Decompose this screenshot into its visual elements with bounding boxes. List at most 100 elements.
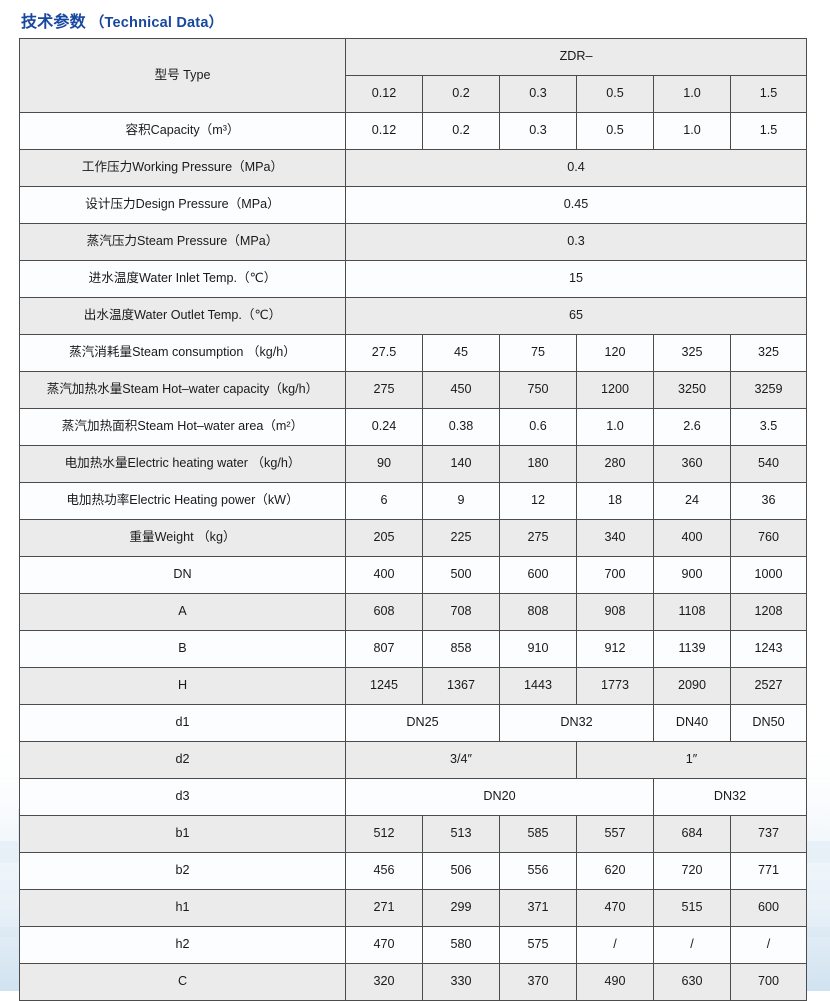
cell-value: 3.5 <box>729 408 808 446</box>
cell-value: 280 <box>576 445 654 483</box>
row-label: d1 <box>19 704 346 742</box>
cell-value: 513 <box>422 815 500 853</box>
table-row: d2 3/4″ 1″ <box>19 741 808 779</box>
cell-value: 807 <box>345 630 423 668</box>
cell-value: 400 <box>345 556 423 594</box>
row-label: 蒸汽加热水量Steam Hot–water capacity（kg/h） <box>19 371 346 409</box>
cell-value: 90 <box>345 445 423 483</box>
page-title: 技术参数 （Technical Data） <box>21 8 223 32</box>
cell-value: 858 <box>422 630 500 668</box>
cell-value: 45 <box>422 334 500 372</box>
cell-value: 2527 <box>729 667 808 705</box>
cell-value-merged: DN32 <box>499 704 654 742</box>
table-row: 蒸汽加热面积Steam Hot–water area（m²） 0.24 0.38 0.… <box>19 408 808 446</box>
cell-value: 910 <box>499 630 577 668</box>
table-header-row-series: 型号 Type ZDR– <box>19 38 808 113</box>
cell-value-merged: DN40 <box>653 704 731 742</box>
cell-value: 180 <box>499 445 577 483</box>
row-label: d2 <box>19 741 346 779</box>
row-label: A <box>19 593 346 631</box>
cell-value: 18 <box>576 482 654 520</box>
cell-value: 470 <box>345 926 423 964</box>
header-model-1: 0.12 <box>345 75 423 113</box>
cell-value-merged: 0.45 <box>344 186 808 224</box>
cell-value: 557 <box>576 815 654 853</box>
cell-value: 330 <box>422 963 500 1001</box>
cell-value-merged: 0.4 <box>344 149 808 187</box>
cell-value: 912 <box>576 630 654 668</box>
table-row: b1 512 513 585 557 684 737 <box>19 815 808 853</box>
cell-value: 340 <box>576 519 654 557</box>
cell-value-merged: DN50 <box>729 704 808 742</box>
table-row: 进水温度Water Inlet Temp.（℃） 15 <box>19 260 808 298</box>
cell-value: / <box>576 926 654 964</box>
table-row: d1 DN25 DN32 DN40 DN50 <box>19 704 808 742</box>
cell-value-merged: 0.3 <box>344 223 808 261</box>
cell-value: 700 <box>576 556 654 594</box>
cell-value: 2090 <box>653 667 731 705</box>
cell-value: 600 <box>729 889 808 927</box>
table-row: C 320 330 370 490 630 700 <box>19 963 808 1001</box>
table-row: 电加热水量Electric heating water （kg/h） 90 140 1… <box>19 445 808 483</box>
cell-value: 470 <box>576 889 654 927</box>
cell-value: 3250 <box>653 371 731 409</box>
cell-value: 0.24 <box>345 408 423 446</box>
cell-value: 512 <box>345 815 423 853</box>
table-row: A 608 708 808 908 1108 1208 <box>19 593 808 631</box>
header-type-cell: 型号 Type <box>19 38 346 113</box>
cell-value: 506 <box>422 852 500 890</box>
row-label: B <box>19 630 346 668</box>
table-row: 出水温度Water Outlet Temp.（℃） 65 <box>19 297 808 335</box>
cell-value: 24 <box>653 482 731 520</box>
table-row: b2 456 506 556 620 720 771 <box>19 852 808 890</box>
cell-value: 271 <box>345 889 423 927</box>
row-label: 蒸汽消耗量Steam consumption （kg/h） <box>19 334 346 372</box>
cell-value-merged: 15 <box>344 260 808 298</box>
cell-value: 1000 <box>729 556 808 594</box>
cell-value: 540 <box>729 445 808 483</box>
row-label: h2 <box>19 926 346 964</box>
cell-value-merged: 65 <box>344 297 808 335</box>
cell-value: 575 <box>499 926 577 964</box>
technical-data-table: 型号 Type ZDR– 0.12 0.2 0.3 0.5 1.0 1.5 容积Capacity… <box>19 38 808 1001</box>
table-row: 工作压力Working Pressure（MPa） 0.4 <box>19 149 808 187</box>
cell-value: 585 <box>499 815 577 853</box>
cell-value: 400 <box>653 519 731 557</box>
cell-value: 708 <box>422 593 500 631</box>
cell-value: 620 <box>576 852 654 890</box>
row-label: 进水温度Water Inlet Temp.（℃） <box>19 260 346 298</box>
cell-value: 0.5 <box>576 112 654 150</box>
table-row: 蒸汽压力Steam Pressure（MPa） 0.3 <box>19 223 808 261</box>
table-row: 蒸汽加热水量Steam Hot–water capacity（kg/h） 275 4… <box>19 371 808 409</box>
cell-value-merged: 1″ <box>575 741 808 779</box>
page-title-en: （Technical Data） <box>89 15 224 31</box>
table-row: 重量Weight （kg） 205 225 275 340 400 760 <box>19 519 808 557</box>
table-row: 蒸汽消耗量Steam consumption （kg/h） 27.5 45 75 120… <box>19 334 808 372</box>
cell-value: 720 <box>653 852 731 890</box>
header-model-3: 0.3 <box>499 75 577 113</box>
row-label: 电加热功率Electric Heating power（kW） <box>19 482 346 520</box>
cell-value: 450 <box>422 371 500 409</box>
row-label: 出水温度Water Outlet Temp.（℃） <box>19 297 346 335</box>
cell-value: 320 <box>345 963 423 1001</box>
row-label: 电加热水量Electric heating water （kg/h） <box>19 445 346 483</box>
cell-value: 0.12 <box>345 112 423 150</box>
cell-value: 500 <box>422 556 500 594</box>
cell-value: 1108 <box>653 593 731 631</box>
cell-value: 908 <box>576 593 654 631</box>
cell-value: 0.3 <box>499 112 577 150</box>
cell-value: 6 <box>345 482 423 520</box>
cell-value: 490 <box>576 963 654 1001</box>
cell-value: 1.0 <box>653 112 731 150</box>
row-label: H <box>19 667 346 705</box>
row-label: 重量Weight （kg） <box>19 519 346 557</box>
cell-value: 1200 <box>576 371 654 409</box>
cell-value: 36 <box>729 482 808 520</box>
cell-value: 556 <box>499 852 577 890</box>
cell-value: 808 <box>499 593 577 631</box>
cell-value: 75 <box>499 334 577 372</box>
cell-value: / <box>729 926 808 964</box>
table-row: DN 400 500 600 700 900 1000 <box>19 556 808 594</box>
cell-value: 325 <box>729 334 808 372</box>
cell-value: 299 <box>422 889 500 927</box>
